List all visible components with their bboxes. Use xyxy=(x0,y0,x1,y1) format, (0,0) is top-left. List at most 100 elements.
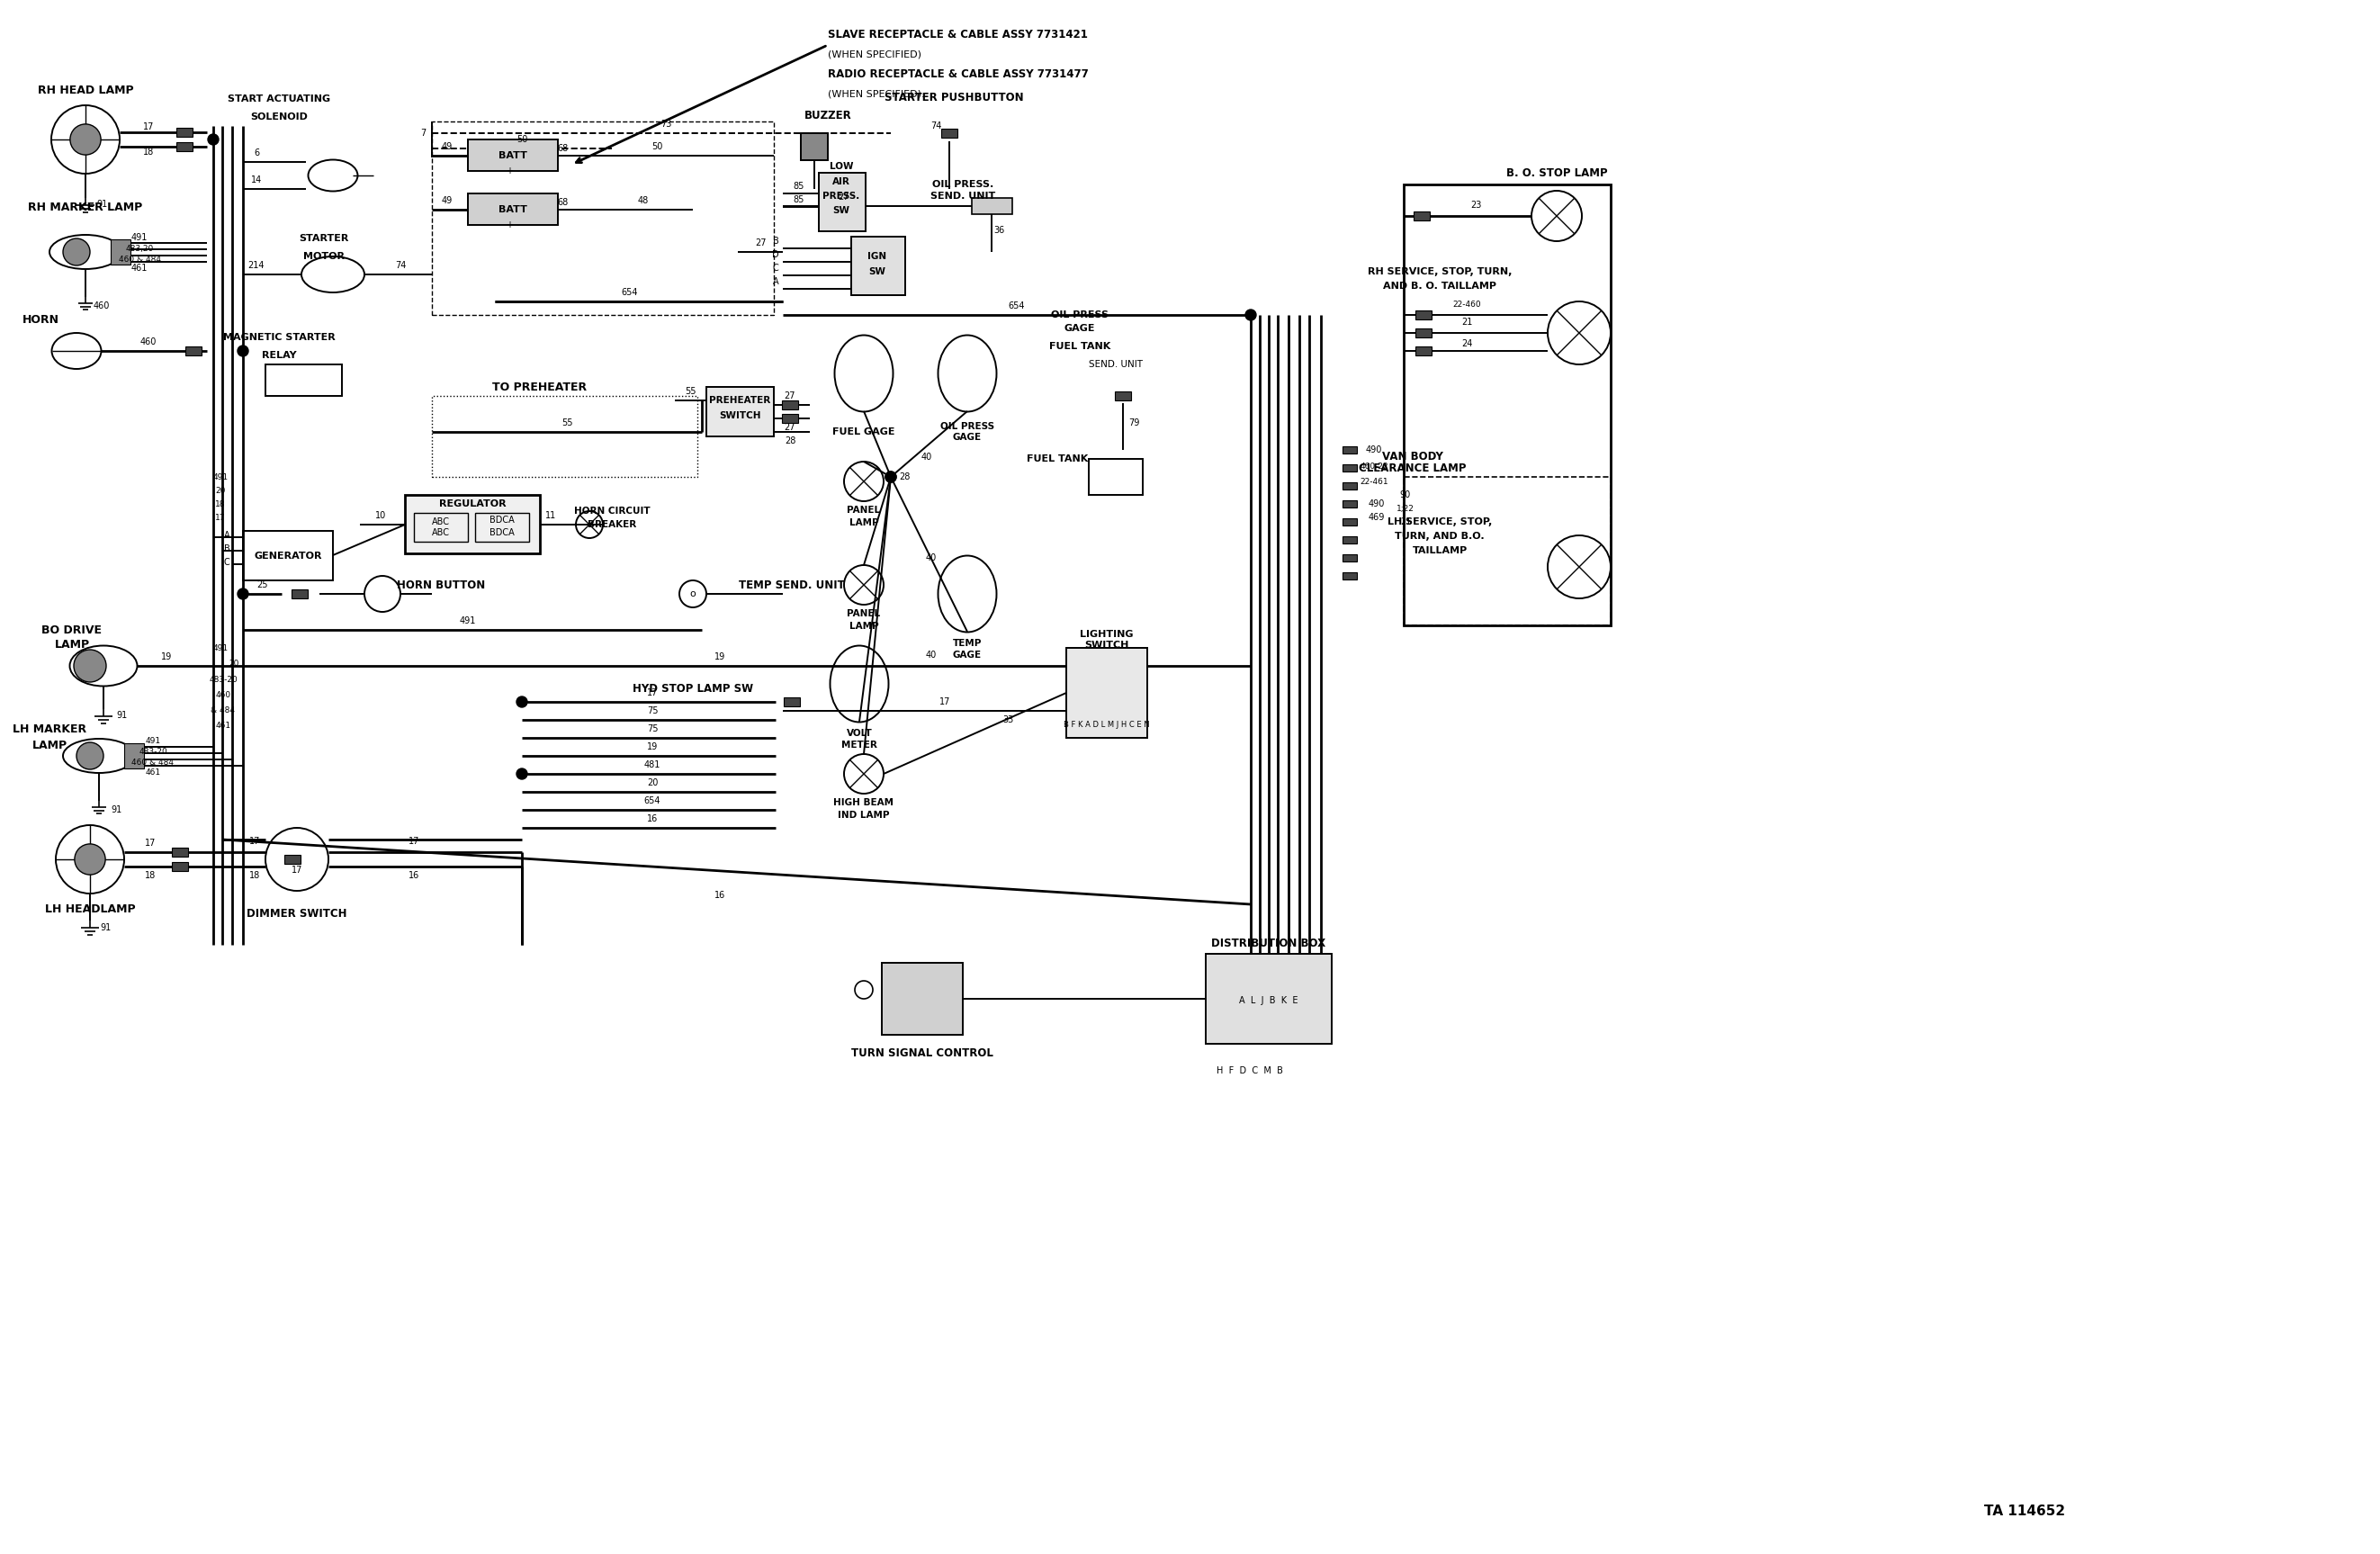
Text: 68: 68 xyxy=(557,197,569,207)
Text: 491: 491 xyxy=(212,643,228,653)
Text: 17: 17 xyxy=(940,698,950,707)
Text: 654: 654 xyxy=(621,287,638,297)
Text: 654: 654 xyxy=(1009,301,1026,311)
Text: BDCA: BDCA xyxy=(490,528,514,538)
Text: 7: 7 xyxy=(421,129,426,138)
Text: 481: 481 xyxy=(645,760,662,769)
Text: 48: 48 xyxy=(638,196,650,205)
Bar xyxy=(243,531,333,580)
Text: 19: 19 xyxy=(647,743,657,751)
Bar xyxy=(940,129,957,138)
Bar xyxy=(1342,482,1357,490)
Text: 28: 28 xyxy=(900,472,909,482)
Text: RH HEAD LAMP: RH HEAD LAMP xyxy=(38,84,133,96)
Text: 1;22: 1;22 xyxy=(1397,505,1414,513)
Text: LAMP: LAMP xyxy=(850,519,878,527)
Text: (WHEN SPECIFIED).: (WHEN SPECIFIED). xyxy=(828,89,926,98)
Text: 483-20: 483-20 xyxy=(138,747,167,755)
Text: 40: 40 xyxy=(921,452,933,462)
Text: REGULATOR: REGULATOR xyxy=(438,499,507,508)
Text: GAGE: GAGE xyxy=(1064,323,1095,333)
Text: 73: 73 xyxy=(659,120,671,129)
Bar xyxy=(971,197,1012,214)
Text: HIGH BEAM: HIGH BEAM xyxy=(833,799,895,807)
Text: LIGHTING: LIGHTING xyxy=(1081,629,1133,639)
Text: PANEL: PANEL xyxy=(847,505,881,514)
Bar xyxy=(1088,458,1142,494)
Bar xyxy=(112,239,131,264)
Text: 22-461: 22-461 xyxy=(1359,477,1388,485)
Circle shape xyxy=(69,124,100,155)
Bar xyxy=(1342,465,1357,471)
Text: FUEL TANK: FUEL TANK xyxy=(1050,342,1111,351)
Text: IGN: IGN xyxy=(869,252,888,261)
Bar xyxy=(800,134,828,160)
Text: PANEL: PANEL xyxy=(847,609,881,618)
Text: SWITCH: SWITCH xyxy=(1085,640,1128,650)
Text: LOW: LOW xyxy=(828,162,854,171)
Text: 654: 654 xyxy=(645,796,662,805)
Text: PRESS.: PRESS. xyxy=(823,191,859,200)
Text: 28: 28 xyxy=(785,437,795,446)
Text: LH HEADLAMP: LH HEADLAMP xyxy=(45,903,136,915)
Bar xyxy=(171,847,188,856)
Bar xyxy=(431,121,774,315)
Circle shape xyxy=(516,768,528,779)
Bar xyxy=(124,743,143,768)
Text: 17: 17 xyxy=(647,688,657,698)
Text: 16: 16 xyxy=(714,890,726,900)
Text: FUEL GAGE: FUEL GAGE xyxy=(833,427,895,437)
Text: 491: 491 xyxy=(131,233,148,242)
Text: 91: 91 xyxy=(112,805,121,814)
Bar xyxy=(1342,536,1357,544)
Bar xyxy=(783,401,797,409)
Text: 36: 36 xyxy=(992,225,1004,235)
Circle shape xyxy=(74,650,107,682)
Text: 50: 50 xyxy=(516,135,528,145)
Text: 490: 490 xyxy=(1366,446,1383,454)
Text: 491: 491 xyxy=(145,737,162,744)
Text: ABC: ABC xyxy=(431,528,450,538)
Bar xyxy=(431,396,697,477)
Text: HORN CIRCUIT: HORN CIRCUIT xyxy=(574,507,650,516)
Text: BO DRIVE: BO DRIVE xyxy=(43,625,102,636)
Bar xyxy=(476,513,528,542)
Text: TURN SIGNAL CONTROL: TURN SIGNAL CONTROL xyxy=(852,1047,992,1058)
Text: 483-20: 483-20 xyxy=(209,676,238,684)
Text: 23: 23 xyxy=(1471,200,1480,210)
Text: 491: 491 xyxy=(212,472,228,480)
Text: 460-22: 460-22 xyxy=(1359,462,1388,471)
Text: SEND. UNIT: SEND. UNIT xyxy=(1088,361,1142,368)
Text: 27: 27 xyxy=(785,423,795,432)
Text: 461: 461 xyxy=(145,768,162,775)
Bar xyxy=(783,698,800,707)
Text: 49: 49 xyxy=(443,141,452,151)
Bar xyxy=(883,963,964,1035)
Text: 460 & 484: 460 & 484 xyxy=(119,255,159,263)
Bar xyxy=(1342,446,1357,454)
Text: OIL PRESS
GAGE: OIL PRESS GAGE xyxy=(940,423,995,441)
Text: RELAY: RELAY xyxy=(262,351,298,361)
Text: BREAKER: BREAKER xyxy=(588,521,635,528)
Text: MOTOR: MOTOR xyxy=(302,252,345,261)
Text: 74: 74 xyxy=(931,121,942,131)
Text: C: C xyxy=(224,558,231,567)
Text: 17: 17 xyxy=(214,513,226,522)
Text: o: o xyxy=(690,589,695,598)
Text: 17: 17 xyxy=(145,839,155,847)
Text: 21: 21 xyxy=(1399,517,1411,527)
Text: ABC: ABC xyxy=(431,517,450,527)
Text: OIL PRESS: OIL PRESS xyxy=(1052,311,1109,320)
Text: 68: 68 xyxy=(557,145,569,152)
Text: 19: 19 xyxy=(714,653,726,662)
Text: B F K A D L M J H C E N: B F K A D L M J H C E N xyxy=(1064,721,1150,729)
Text: 18: 18 xyxy=(143,148,155,157)
Text: 16: 16 xyxy=(647,814,657,824)
Bar xyxy=(852,236,904,295)
Circle shape xyxy=(238,345,248,356)
Text: D: D xyxy=(771,250,778,260)
Text: 6: 6 xyxy=(255,149,259,157)
Text: IND LAMP: IND LAMP xyxy=(838,811,890,821)
Text: 40: 40 xyxy=(926,553,938,563)
Text: 461: 461 xyxy=(131,264,148,272)
